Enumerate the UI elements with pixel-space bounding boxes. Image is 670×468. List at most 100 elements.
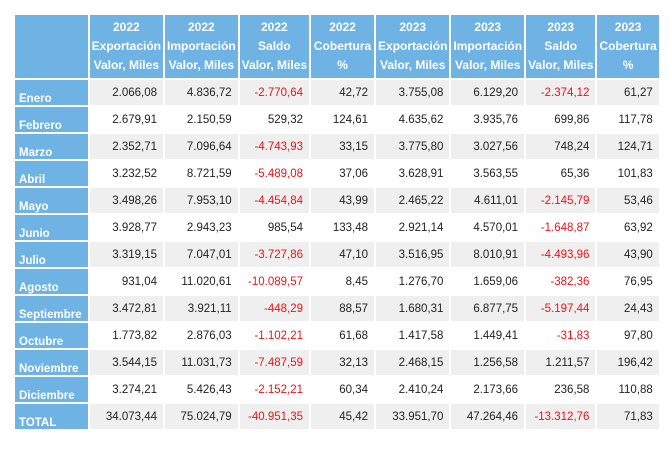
- header-year: 2022: [112, 20, 140, 34]
- header-unit: Valor, Miles: [241, 58, 308, 72]
- month-label: Abril: [15, 161, 88, 186]
- header-corner-cell: [15, 15, 88, 78]
- month-label: Julio: [15, 242, 88, 267]
- table-cell: 3.628,91: [376, 161, 450, 186]
- header-year: 2023: [614, 20, 642, 34]
- header-unit: Valor, Miles: [93, 58, 159, 72]
- table-cell: 236,58: [526, 377, 596, 402]
- table-cell: 43,99: [311, 188, 375, 213]
- table-cell: 124,71: [597, 134, 659, 159]
- table-cell: 110,88: [597, 377, 659, 402]
- table-cell: 3.921,11: [165, 296, 238, 321]
- table-cell: 3.027,56: [451, 134, 525, 159]
- column-header: 2022 Cobertura%: [311, 15, 375, 78]
- table-cell: 6.129,20: [451, 80, 525, 105]
- table-row: Noviembre 3.544,15 11.031,73 -7.487,59 32,13…: [15, 350, 659, 375]
- table-cell: 60,34: [311, 377, 375, 402]
- table-cell: 8.721,59: [165, 161, 238, 186]
- table-body: Enero 2.066,08 4.836,72 -2.770,64 42,72 3.755…: [15, 80, 659, 429]
- table-cell: -5.489,08: [239, 161, 310, 186]
- table-cell: -4.454,84: [239, 188, 310, 213]
- table-cell: -2.145,79: [526, 188, 596, 213]
- month-label: Septiembre: [15, 296, 88, 321]
- table-cell: -1.648,87: [526, 215, 596, 240]
- table-row: Abril 3.232,52 8.721,59 -5.489,08 37,06 3.628…: [15, 161, 659, 186]
- table-cell: 88,57: [311, 296, 375, 321]
- table-cell: 7.953,10: [165, 188, 238, 213]
- table-cell: 5.426,43: [165, 377, 238, 402]
- table-cell: 7.096,64: [165, 134, 238, 159]
- table-cell: 8.010,91: [451, 242, 525, 267]
- table-cell: 34.073,44: [89, 404, 163, 429]
- month-label: Enero: [15, 80, 88, 105]
- table-cell: 32,13: [311, 350, 375, 375]
- column-header: 2022 Saldo Valor, Miles: [239, 15, 310, 78]
- header-metric: Saldo: [544, 39, 578, 53]
- table-cell: 3.232,52: [89, 161, 163, 186]
- table-cell: 529,32: [239, 107, 310, 132]
- table-cell: 3.775,80: [376, 134, 450, 159]
- table-row: Octubre 1.773,82 2.876,03 -1.102,21 61,68 1.4…: [15, 323, 659, 348]
- table-cell: 43,90: [597, 242, 659, 267]
- table-row: Agosto 931,04 11.020,61 -10.089,57 8,45 1.276…: [15, 269, 659, 294]
- header-metric: Exportación: [91, 39, 161, 53]
- table-cell: 2.150,59: [165, 107, 238, 132]
- table-row: Febrero 2.679,91 2.150,59 529,32 124,61 4.635…: [15, 107, 659, 132]
- table-cell: 11.020,61: [165, 269, 238, 294]
- header-unit: Valor, Miles: [168, 58, 235, 72]
- table-cell: 76,95: [597, 269, 659, 294]
- table-row: Julio 3.319,15 7.047,01 -3.727,86 47,10 3.516…: [15, 242, 659, 267]
- header-metric: Cobertura: [313, 39, 372, 53]
- table-cell: 2.876,03: [165, 323, 238, 348]
- table-cell: 11.031,73: [165, 350, 238, 375]
- table-cell: 65,36: [526, 161, 596, 186]
- header-year: 2023: [399, 20, 427, 34]
- table-cell: 6.877,75: [451, 296, 525, 321]
- table-row: Mayo 3.498,26 7.953,10 -4.454,84 43,99 2.465,…: [15, 188, 659, 213]
- table-cell: 117,78: [597, 107, 659, 132]
- table-cell: -448,29: [239, 296, 310, 321]
- table-cell: 24,43: [597, 296, 659, 321]
- month-label: Mayo: [15, 188, 88, 213]
- header-metric: Saldo: [258, 39, 291, 53]
- trade-balance-table: 2022 Exportación Valor, Miles 2022 Importac…: [13, 13, 661, 431]
- table-cell: 3.274,21: [89, 377, 163, 402]
- month-label: Junio: [15, 215, 88, 240]
- month-label: Noviembre: [15, 350, 88, 375]
- month-label: Febrero: [15, 107, 88, 132]
- table-cell: 931,04: [89, 269, 163, 294]
- table-cell: 53,46: [597, 188, 659, 213]
- table-cell: 3.935,76: [451, 107, 525, 132]
- table-cell: 1.449,41: [451, 323, 525, 348]
- table-row: Junio 3.928,77 2.943,23 985,54 133,48 2.921,1…: [15, 215, 659, 240]
- column-header: 2023 Importación Valor, Miles: [451, 15, 525, 78]
- table-cell: 33.951,70: [376, 404, 450, 429]
- header-year: 2023: [474, 20, 502, 34]
- table-cell: 124,61: [311, 107, 375, 132]
- table-cell: 2.410,24: [376, 377, 450, 402]
- table-cell: -10.089,57: [239, 269, 310, 294]
- table-cell: 71,83: [597, 404, 659, 429]
- column-header: 2022 Exportación Valor, Miles: [89, 15, 163, 78]
- header-metric: Cobertura: [599, 39, 657, 53]
- header-metric: Importación: [453, 39, 523, 53]
- table-cell: 101,83: [597, 161, 659, 186]
- table-row: Septiembre 3.472,81 3.921,11 -448,29 88,57 1.…: [15, 296, 659, 321]
- table-cell: 699,86: [526, 107, 596, 132]
- table-cell: -13.312,76: [526, 404, 596, 429]
- table-cell: -2.770,64: [239, 80, 310, 105]
- table-cell: 3.498,26: [89, 188, 163, 213]
- table-cell: 1.773,82: [89, 323, 163, 348]
- table-cell: 1.680,31: [376, 296, 450, 321]
- table-cell: 63,92: [597, 215, 659, 240]
- header-unit: Valor, Miles: [455, 58, 521, 72]
- table-cell: 3.563,55: [451, 161, 525, 186]
- table-cell: 1.211,57: [526, 350, 596, 375]
- table-cell: -5.197,44: [526, 296, 596, 321]
- table-cell: 748,24: [526, 134, 596, 159]
- table-cell: 33,15: [311, 134, 375, 159]
- column-header: 2022 Importación Valor, Miles: [165, 15, 238, 78]
- table-cell: 75.024,79: [165, 404, 238, 429]
- header-year: 2022: [187, 20, 215, 34]
- table-cell: 2.468,15: [376, 350, 450, 375]
